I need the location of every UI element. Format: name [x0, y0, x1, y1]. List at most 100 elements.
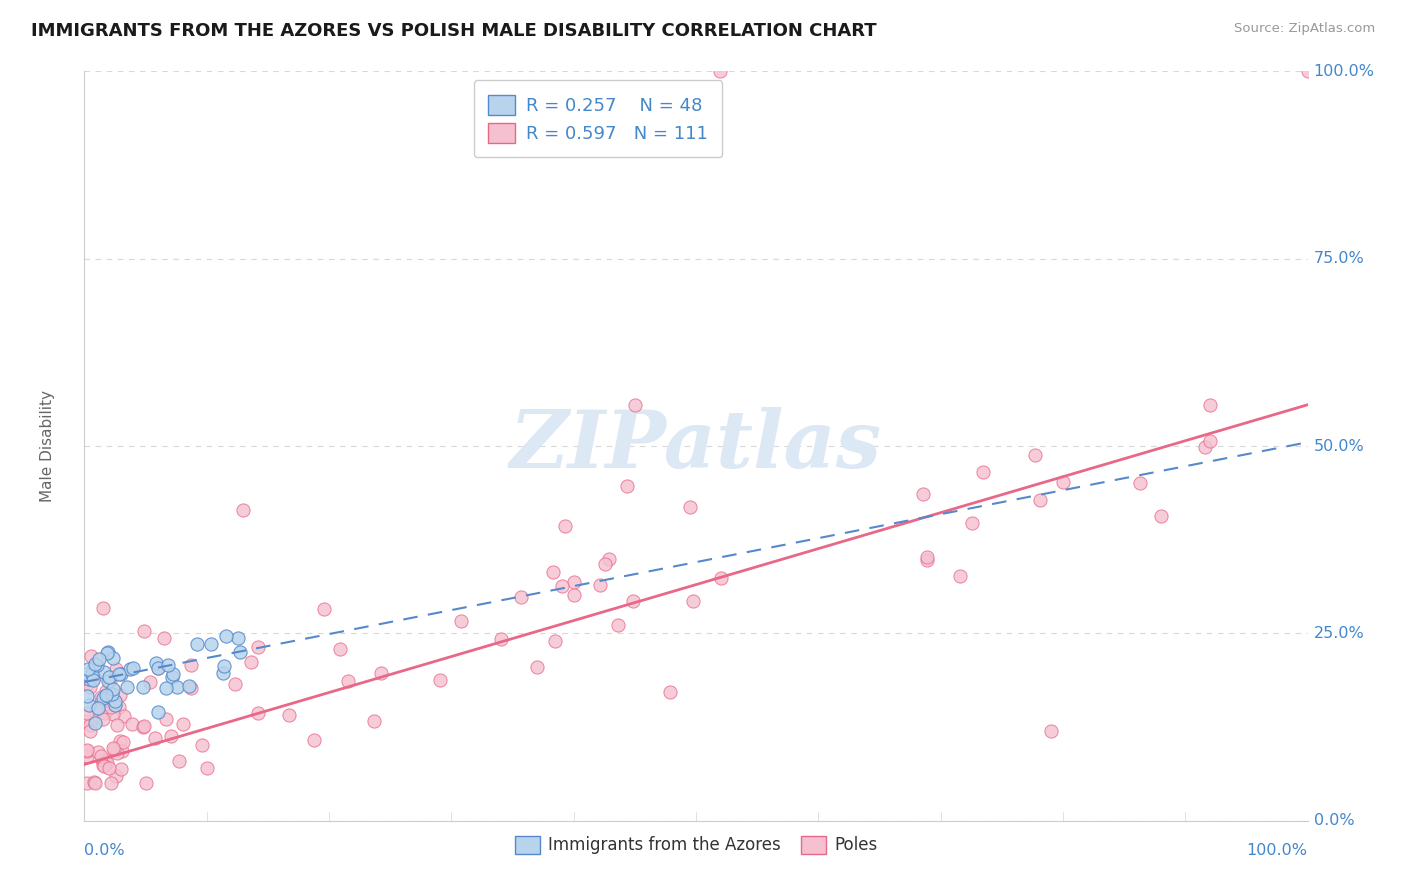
- Point: [82, 673, 104, 687]
- Point: [93, 706, 115, 720]
- Point: [1296, 64, 1319, 78]
- Point: [101, 687, 124, 701]
- Point: [83, 776, 105, 790]
- Point: [86, 658, 108, 673]
- Point: [616, 479, 638, 493]
- Point: [329, 641, 352, 656]
- Point: [90, 695, 112, 709]
- Point: [100, 776, 122, 790]
- Point: [191, 738, 214, 752]
- Point: [214, 629, 236, 643]
- Point: [180, 681, 202, 696]
- Text: ZIPatlas: ZIPatlas: [510, 408, 882, 484]
- Point: [90, 690, 112, 705]
- Point: [180, 657, 202, 672]
- Point: [93, 758, 115, 772]
- Point: [278, 708, 301, 723]
- Point: [949, 569, 972, 583]
- Point: [96, 646, 118, 660]
- Point: [80, 648, 103, 663]
- Point: [90, 748, 112, 763]
- Point: [544, 634, 567, 648]
- Point: [111, 744, 134, 758]
- Point: [103, 706, 125, 721]
- Text: 100.0%: 100.0%: [1313, 64, 1375, 78]
- Point: [598, 552, 620, 566]
- Text: 25.0%: 25.0%: [1313, 626, 1364, 640]
- Point: [110, 762, 132, 776]
- Text: Male Disability: Male Disability: [41, 390, 55, 502]
- Point: [226, 632, 249, 646]
- Point: [79, 718, 101, 732]
- Point: [97, 761, 120, 775]
- Point: [1024, 448, 1046, 462]
- Point: [101, 650, 124, 665]
- Point: [97, 689, 120, 703]
- Point: [541, 565, 564, 579]
- Point: [110, 688, 132, 702]
- Point: [82, 663, 104, 677]
- Point: [593, 557, 616, 571]
- Point: [240, 655, 263, 669]
- Text: 50.0%: 50.0%: [1313, 439, 1364, 453]
- Point: [115, 681, 138, 695]
- Point: [87, 701, 110, 715]
- Point: [917, 550, 939, 565]
- Point: [658, 685, 681, 699]
- Point: [554, 519, 576, 533]
- Point: [153, 631, 176, 645]
- Point: [76, 776, 98, 790]
- Point: [156, 657, 179, 672]
- Point: [302, 732, 325, 747]
- Point: [224, 676, 246, 690]
- Point: [1052, 475, 1074, 489]
- Point: [155, 681, 177, 695]
- Point: [551, 579, 574, 593]
- Point: [104, 698, 127, 712]
- Point: [79, 680, 101, 694]
- Point: [562, 588, 585, 602]
- Point: [370, 665, 392, 680]
- Point: [200, 637, 222, 651]
- Point: [589, 577, 612, 591]
- Point: [122, 661, 145, 675]
- Point: [94, 752, 117, 766]
- Point: [101, 681, 124, 696]
- Point: [146, 661, 169, 675]
- Point: [709, 64, 731, 78]
- Point: [337, 673, 360, 688]
- Point: [186, 637, 208, 651]
- Point: [450, 614, 472, 628]
- Point: [160, 729, 183, 743]
- Point: [177, 680, 200, 694]
- Point: [915, 553, 938, 567]
- Point: [1039, 723, 1062, 738]
- Point: [526, 660, 548, 674]
- Point: [97, 674, 120, 689]
- Point: [110, 666, 132, 681]
- Point: [76, 743, 98, 757]
- Point: [100, 700, 122, 714]
- Point: [108, 699, 131, 714]
- Point: [82, 667, 104, 681]
- Text: 0.0%: 0.0%: [1313, 814, 1354, 828]
- Point: [562, 574, 585, 589]
- Point: [105, 747, 128, 761]
- Point: [96, 683, 118, 698]
- Point: [489, 632, 512, 646]
- Point: [682, 593, 704, 607]
- Point: [98, 673, 121, 688]
- Point: [166, 680, 188, 694]
- Point: [247, 706, 270, 720]
- Point: [76, 677, 98, 691]
- Point: [621, 594, 644, 608]
- Text: Source: ZipAtlas.com: Source: ZipAtlas.com: [1234, 22, 1375, 36]
- Point: [84, 702, 107, 716]
- Point: [76, 689, 98, 703]
- Point: [96, 756, 118, 770]
- Point: [83, 775, 105, 789]
- Point: [105, 768, 128, 782]
- Legend: Immigrants from the Azores, Poles: Immigrants from the Azores, Poles: [508, 829, 884, 861]
- Text: 0.0%: 0.0%: [84, 843, 125, 858]
- Text: 100.0%: 100.0%: [1247, 843, 1308, 858]
